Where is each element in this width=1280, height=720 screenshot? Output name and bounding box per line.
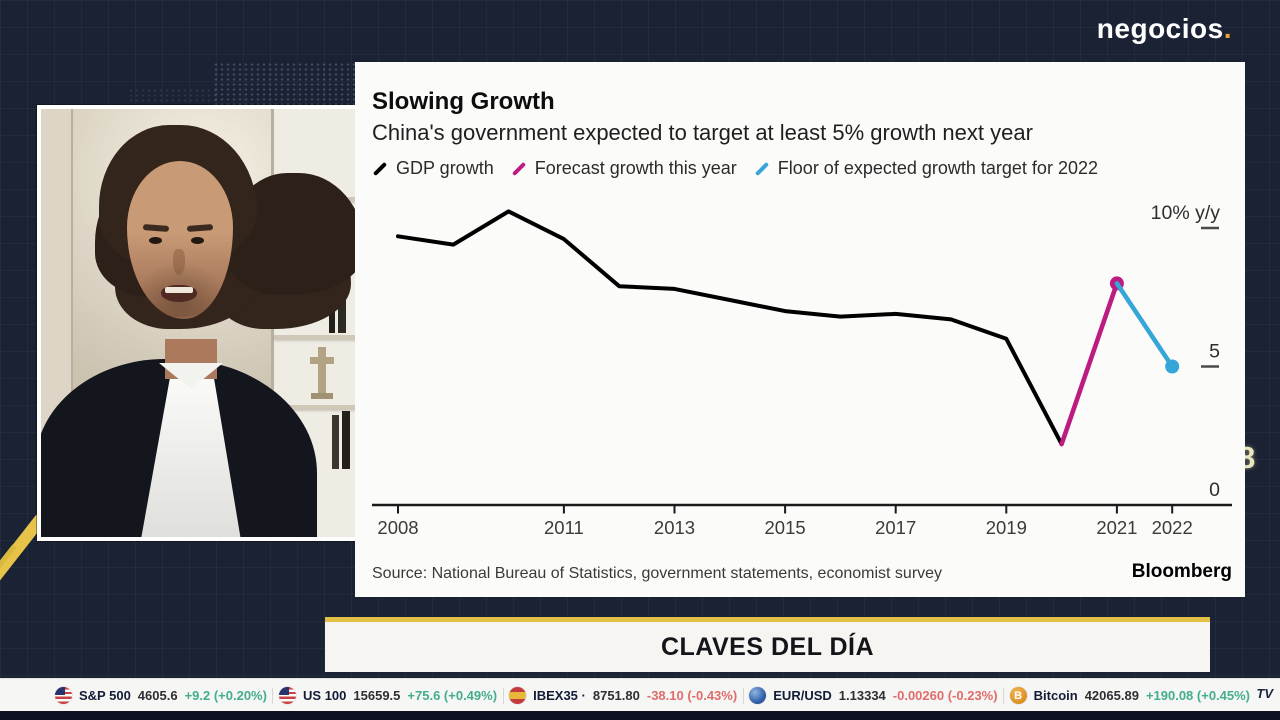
ticker-item-ibex35: IBEX35 · 8751.80 -38.10 (-0.43%) — [509, 687, 737, 704]
guest-mouth — [161, 285, 197, 302]
ticker-divider — [737, 687, 749, 704]
guest-video-frame — [37, 105, 360, 541]
svg-text:10% y/y: 10% y/y — [1151, 202, 1221, 224]
bottom-strip — [0, 711, 1280, 720]
ticker-value: 42065.89 — [1084, 688, 1139, 703]
guest-teeth — [165, 287, 193, 293]
book — [341, 203, 348, 263]
svg-text:2017: 2017 — [875, 517, 916, 538]
banner-title: CLAVES DEL DÍA — [660, 632, 875, 661]
svg-text:2019: 2019 — [986, 517, 1027, 538]
svg-text:5: 5 — [1209, 341, 1220, 363]
ticker-symbol: EUR/USD — [773, 688, 832, 703]
svg-text:2011: 2011 — [544, 517, 584, 538]
book — [314, 211, 319, 263]
ticker-symbol: Bitcoin — [1033, 688, 1078, 703]
ticker-item-eurusd: EUR/USD 1.13334 -0.00260 (-0.23%) — [749, 687, 998, 704]
shelf-board — [274, 197, 356, 201]
svg-text:2015: 2015 — [765, 517, 806, 538]
channel-logo-dot: . — [1223, 13, 1232, 44]
ticker-symbol: IBEX35 · — [533, 688, 586, 703]
ticker-item-sp500: S&P 500 4605.6 +9.2 (+0.20%) — [55, 687, 267, 704]
ticker-value: 4605.6 — [137, 688, 178, 703]
trophy-figurine — [310, 347, 334, 399]
tv-watermark: TV — [1253, 686, 1276, 701]
ticker-change: +75.6 (+0.49%) — [407, 688, 498, 703]
bloomberg-logo: Bloomberg — [1131, 561, 1232, 582]
us-flag-icon — [55, 687, 72, 704]
ticker-change: +9.2 (+0.20%) — [184, 688, 267, 703]
ticker-item-us100: US 100 15659.5 +75.6 (+0.49%) — [279, 687, 497, 704]
bloomberg-chart-panel: 2008 2011 2013 2015 2017 2019 2021 2022 10% y/y 5… — [355, 62, 1245, 597]
shelf-board — [274, 265, 356, 269]
shelf-board — [274, 405, 356, 409]
lower-third-banner: CLAVES DEL DÍA — [325, 617, 1210, 672]
us-flag-icon — [279, 687, 297, 704]
guest-nose — [173, 249, 185, 275]
ticker-divider — [497, 687, 509, 704]
pixel-dissolve-decoration — [213, 62, 355, 106]
book — [329, 279, 335, 333]
svg-text:2013: 2013 — [654, 517, 695, 538]
book — [322, 205, 329, 263]
guest-eyebrow — [186, 224, 214, 232]
svg-text:2021: 2021 — [1096, 517, 1137, 538]
guest-video — [41, 109, 356, 537]
ticker-change: -0.00260 (-0.23%) — [892, 688, 998, 703]
channel-logo: negocios. — [1097, 13, 1232, 45]
chart-source: Source: National Bureau of Statistics, g… — [372, 565, 943, 582]
book — [338, 275, 346, 333]
channel-logo-text: negocios — [1096, 13, 1224, 44]
pixel-dissolve-decoration — [128, 88, 218, 103]
guest-eye — [191, 237, 204, 244]
ticker-value: 15659.5 — [353, 688, 401, 703]
svg-text:0: 0 — [1209, 479, 1220, 501]
ticker-change: +190.08 (+0.45%) — [1145, 688, 1251, 703]
growth-line-chart: 2008 2011 2013 2015 2017 2019 2021 2022 10% y/y 5… — [372, 202, 1232, 538]
guest-eyebrow — [142, 224, 170, 232]
globe-icon — [749, 687, 767, 704]
guest-eye — [149, 237, 162, 244]
bitcoin-icon: B — [1009, 687, 1027, 704]
ticker-divider — [998, 687, 1010, 704]
book — [342, 411, 350, 469]
svg-text:2022: 2022 — [1152, 517, 1193, 538]
book — [332, 415, 339, 469]
ticker-item-bitcoin: B Bitcoin 42065.89 +190.08 (+0.45%) — [1009, 687, 1251, 704]
ticker-value: 1.13334 — [838, 688, 886, 703]
ticker-change: -38.10 (-0.43%) — [646, 688, 738, 703]
ticker-symbol: US 100 — [303, 688, 347, 703]
ticker-divider — [267, 687, 279, 704]
svg-text:2008: 2008 — [377, 517, 418, 538]
guest-face — [127, 161, 233, 319]
market-ticker-bar: S&P 500 4605.6 +9.2 (+0.20%) US 100 1565… — [0, 678, 1280, 712]
book — [304, 208, 311, 263]
spain-flag-icon — [509, 687, 527, 704]
shelf-board — [274, 335, 356, 339]
ticker-symbol: S&P 500 — [79, 688, 131, 703]
book — [332, 207, 338, 263]
ticker-value: 8751.80 — [592, 688, 640, 703]
